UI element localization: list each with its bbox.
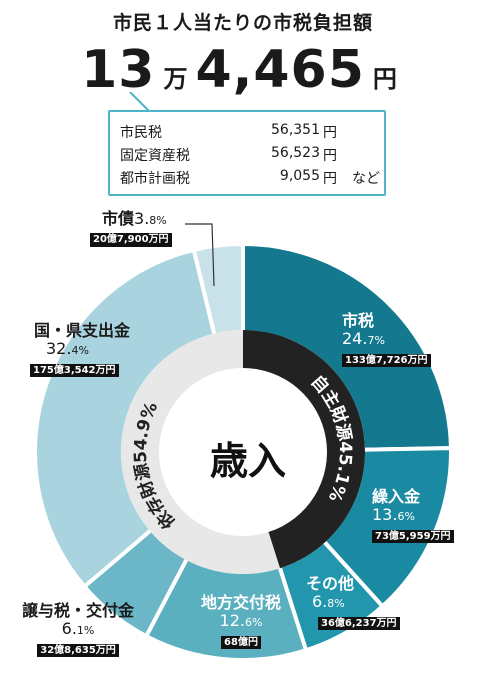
slice-percent: 6.1% (61, 619, 95, 639)
tax-amount: 56,351 (271, 122, 320, 138)
tax-note: など (352, 171, 380, 187)
slice-label-local-allocation-tax: 地方交付税 12.6% 68億円 (186, 593, 296, 650)
tax-name: 市民税 (120, 125, 162, 141)
slice-amount: 133億7,726万円 (342, 353, 431, 368)
slice-label-national-prefectural-disbursement: 国・県支出金 32.4% 175億3,542万円 (30, 321, 131, 378)
page-title: 市民１人当たりの市税負担額 (112, 12, 373, 34)
tax-unit: 円 (323, 148, 337, 164)
leader-line (185, 223, 215, 287)
slice-label-other: その他 6.8% 36億6,237万円 (306, 574, 400, 631)
slice-amount: 20億7,900万円 (90, 233, 172, 247)
slice-amount: 36億6,237万円 (318, 616, 400, 631)
slice-name: 市債 (102, 209, 135, 228)
slice-name: 市税 (342, 311, 375, 330)
slice-name: 国・県支出金 (34, 321, 131, 340)
tax-name: 固定資産税 (120, 148, 190, 164)
slice-percent: 32.4% (46, 339, 89, 359)
slice-percent: 24.7% (342, 329, 385, 349)
slice-label-municipal-bond: 市債3.8% 20億7,900万円 (90, 209, 172, 247)
total-man-unit: 万 (163, 65, 188, 93)
tax-unit: 円 (323, 125, 337, 141)
tax-breakdown-box: 市民税 56,351 円 固定資産税 56,523 円 都市計画税 9,055 … (108, 110, 386, 196)
callout-tail (129, 92, 151, 113)
slice-name: その他 (306, 574, 355, 593)
slice-amount: 175億3,542万円 (30, 363, 119, 378)
inner-ring-segment-1 (120, 330, 280, 575)
slice-percent: 6.8% (312, 592, 345, 612)
slice-amount: 73億5,959万円 (372, 529, 454, 544)
tax-amount: 56,523 (271, 145, 320, 161)
total-yen-unit: 円 (372, 65, 397, 93)
slice-label-city-tax: 市税 24.7% 133億7,726万円 (342, 311, 431, 368)
slice-name: 繰入金 (372, 487, 421, 506)
slice-name: 譲与税・交付金 (22, 601, 135, 620)
slice-percent: 12.6% (219, 611, 263, 631)
slice-label-transfer: 繰入金 13.6% 73億5,959万円 (372, 487, 454, 544)
total-burden: 13 万 4,465 円 (0, 40, 486, 100)
tax-amount: 9,055 (279, 168, 320, 184)
total-rest-value: 4,465 (195, 40, 365, 100)
slice-amount: 32億8,635万円 (37, 643, 119, 658)
total-man-value: 13 (81, 40, 156, 100)
slice-percent: 13.6% (372, 505, 415, 525)
center-label: 歳入 (209, 439, 286, 483)
tax-unit: 円 (323, 171, 337, 187)
tax-name: 都市計画税 (120, 171, 190, 187)
slice-amount: 68億円 (221, 635, 261, 650)
inner-ring-segment-0 (243, 330, 365, 569)
slice-label-transfer-tax: 譲与税・交付金 6.1% 32億8,635万円 (22, 601, 135, 658)
slice-percent: 3.8% (134, 209, 167, 228)
slice-name: 地方交付税 (200, 593, 281, 612)
